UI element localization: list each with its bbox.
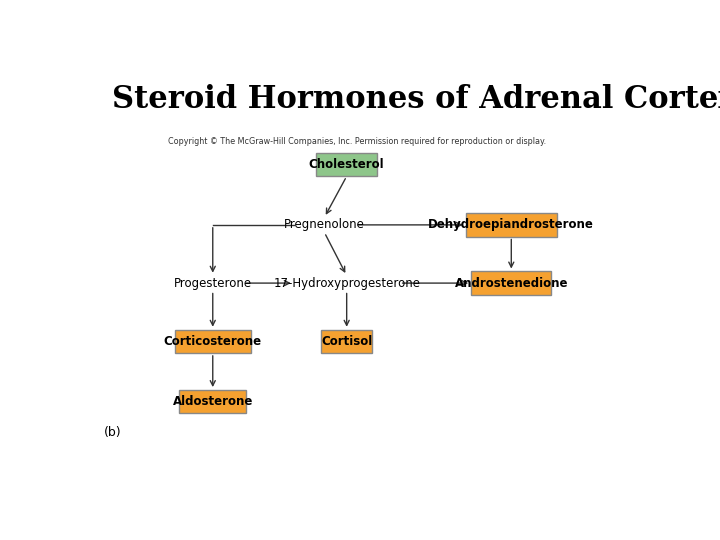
- Text: 17-Hydroxyprogesterone: 17-Hydroxyprogesterone: [273, 276, 420, 289]
- FancyBboxPatch shape: [321, 329, 372, 353]
- Text: Androstenedione: Androstenedione: [454, 276, 568, 289]
- Text: Aldosterone: Aldosterone: [173, 395, 253, 408]
- Text: Pregnenolone: Pregnenolone: [284, 218, 365, 231]
- Text: Cholesterol: Cholesterol: [309, 158, 384, 171]
- FancyBboxPatch shape: [175, 329, 251, 353]
- Text: Dehydroepiandrosterone: Dehydroepiandrosterone: [428, 218, 594, 231]
- Text: Steroid Hormones of Adrenal Cortex: Steroid Hormones of Adrenal Cortex: [112, 84, 720, 114]
- FancyBboxPatch shape: [471, 272, 552, 295]
- FancyBboxPatch shape: [466, 213, 557, 237]
- Text: Corticosterone: Corticosterone: [163, 335, 262, 348]
- Text: (b): (b): [104, 426, 122, 439]
- FancyBboxPatch shape: [316, 153, 377, 176]
- FancyBboxPatch shape: [179, 390, 246, 413]
- Text: Cortisol: Cortisol: [321, 335, 372, 348]
- Text: Copyright © The McGraw-Hill Companies, Inc. Permission required for reproduction: Copyright © The McGraw-Hill Companies, I…: [168, 137, 546, 146]
- Text: Progesterone: Progesterone: [174, 276, 252, 289]
